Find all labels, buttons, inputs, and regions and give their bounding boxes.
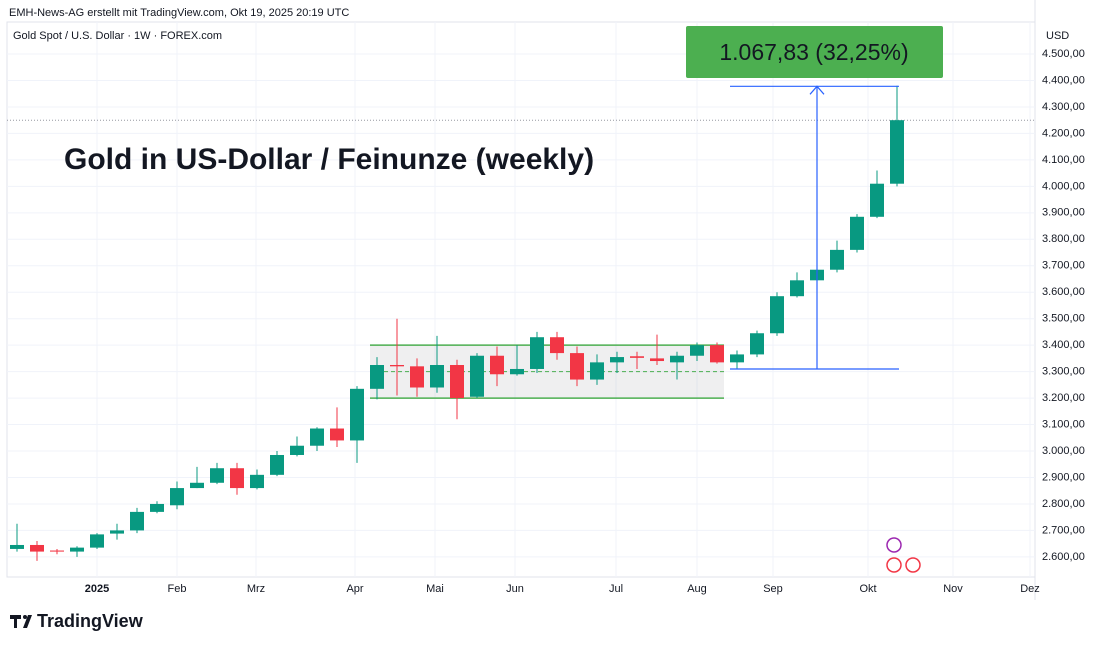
candle-body [250,474,264,489]
y-tick-label: 3.700,00 [1042,260,1085,272]
x-tick-label: Apr [346,583,363,595]
candle-body [850,216,864,250]
y-tick-label: 3.900,00 [1042,207,1085,219]
candle-body [150,503,164,512]
y-tick-label: 4.300,00 [1042,101,1085,113]
symbol: Gold Spot / U.S. Dollar · 1W · FOREX.com [13,30,222,42]
candle-body [490,355,504,375]
y-tick-label: 3.100,00 [1042,418,1085,430]
candle-body [750,333,764,355]
candle-body [90,534,104,548]
y-tick-label: 4.000,00 [1042,180,1085,192]
candle-body [870,183,884,217]
candle-body [590,362,604,380]
candle-body [130,511,144,531]
candle-body [770,296,784,334]
candle-body [450,365,464,399]
x-tick-label: Jul [609,583,623,595]
logo-mark [10,615,32,628]
y-tick-label: 4.500,00 [1042,48,1085,60]
x-tick-label: Aug [687,583,707,595]
y-tick-label: 3.600,00 [1042,286,1085,298]
y-tick-label: 2.700,00 [1042,524,1085,536]
candle-body [410,366,424,388]
x-tick-label: Sep [763,583,783,595]
candle-body [830,249,844,270]
measure-label-box [686,26,943,78]
x-tick-label: Mai [426,583,444,595]
logo-dot [23,615,27,619]
candle-body [550,337,564,354]
y-tick-label: 3.200,00 [1042,392,1085,404]
candle-body [170,488,184,506]
x-tick-label: Okt [859,583,876,595]
candle-body [710,345,724,363]
event-icon [905,557,921,573]
y-tick-label: 3.300,00 [1042,366,1085,378]
candle-body [730,354,744,363]
candle-body [290,445,304,455]
candle-body [230,468,244,489]
brand-logo: TradingView [10,611,144,631]
candle-body [30,544,44,552]
brand: TradingView [37,611,144,631]
candle-body [530,337,544,369]
candle-body [350,388,364,441]
candle-body [10,544,24,549]
candle-body [310,428,324,446]
y-tick-label: 4.100,00 [1042,154,1085,166]
candle-body [270,454,284,475]
candle-body [370,365,384,389]
event-icons [886,537,921,573]
chart-title: Gold in US-Dollar / Feinunze (weekly) [64,143,594,176]
y-tick-label: 2.600,00 [1042,551,1085,563]
credit: EMH-News-AG erstellt mit TradingView.com… [9,7,349,19]
event-icon [886,537,902,553]
candle-body [470,355,484,397]
x-tick-label: Dez [1020,583,1040,595]
candle-body [610,357,624,363]
candle-body [570,353,584,380]
y-tick-label: 2.900,00 [1042,471,1085,483]
x-tick-label: 2025 [85,583,109,595]
y-tick-label: 4.400,00 [1042,74,1085,86]
candle-body [210,468,224,483]
y-tick-label: 2.800,00 [1042,498,1085,510]
y-tick-label: 3.800,00 [1042,233,1085,245]
currency: USD [1046,30,1069,42]
x-tick-label: Jun [506,583,524,595]
event-icon [886,557,902,573]
candle-body [390,365,404,367]
candle-body [650,358,664,362]
candle-body [430,365,444,388]
candle-body [630,356,644,358]
y-tick-label: 3.500,00 [1042,313,1085,325]
candle-body [690,345,704,356]
plot-border [6,21,1036,578]
candle-body [670,355,684,363]
x-tick-label: Nov [943,583,963,595]
x-tick-label: Mrz [247,583,265,595]
measure-label: 1.067,83 (32,25%) [719,39,908,65]
plot [6,0,1036,600]
candle-body [50,550,64,552]
y-tick-label: 4.200,00 [1042,127,1085,139]
x-tick-label: Feb [168,583,187,595]
candle-body [70,547,84,552]
candle-body [190,482,204,489]
y-tick-label: 3.400,00 [1042,339,1085,351]
candle-body [110,530,124,534]
candle-body [510,368,524,375]
candle-body [790,280,804,297]
candle-body [890,120,904,184]
arrow-head [809,85,825,95]
y-tick-label: 3.000,00 [1042,445,1085,457]
candle-body [330,428,344,441]
